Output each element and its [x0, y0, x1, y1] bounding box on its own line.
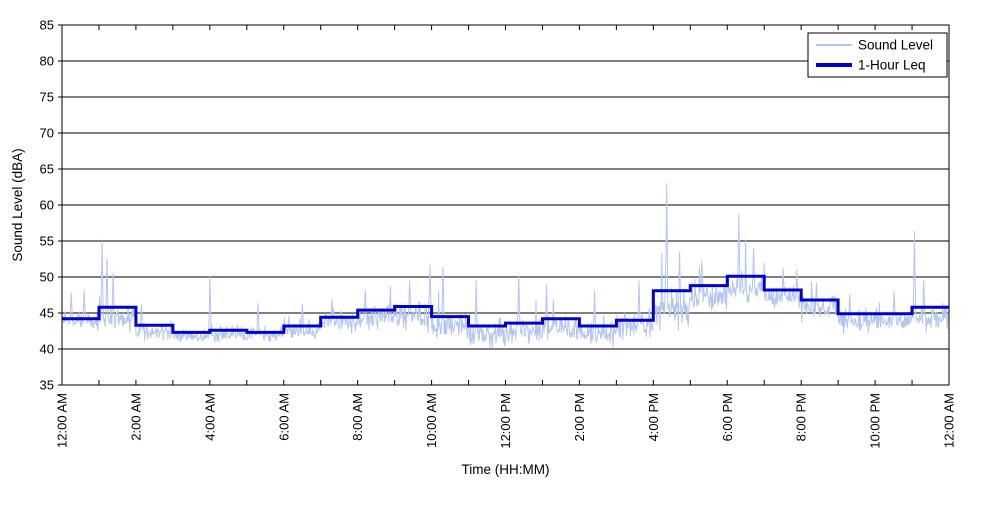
- y-axis-title: Sound Level (dBA): [10, 148, 25, 261]
- x-tick-label-1: 2:00 AM: [128, 393, 143, 441]
- y-tick-label-75: 75: [40, 90, 54, 105]
- x-tick-label-5: 10:00 AM: [424, 393, 439, 448]
- y-tick-label-50: 50: [40, 270, 54, 285]
- x-tick-label-8: 4:00 PM: [646, 393, 661, 441]
- y-tick-label-60: 60: [40, 198, 54, 213]
- legend: Sound Level 1-Hour Leq: [807, 32, 948, 78]
- x-tick-label-0: 12:00 AM: [55, 393, 70, 448]
- x-tick-label-3: 6:00 AM: [276, 393, 291, 441]
- x-tick-label-10: 8:00 PM: [794, 393, 809, 441]
- x-tick-label-4: 8:00 AM: [350, 393, 365, 441]
- x-tick-label-7: 2:00 PM: [572, 393, 587, 441]
- sound-level-trace: [61, 183, 950, 349]
- legend-box: [807, 32, 948, 78]
- x-tick-label-12: 12:00 AM: [942, 393, 957, 448]
- x-tick-label-6: 12:00 PM: [498, 393, 513, 449]
- legend-label-1: 1-Hour Leq: [858, 58, 926, 73]
- y-tick-label-65: 65: [40, 162, 54, 177]
- y-tick-label-35: 35: [40, 378, 54, 393]
- y-tick-label-80: 80: [40, 54, 54, 69]
- plot-border: [61, 24, 950, 386]
- x-tick-label-9: 6:00 PM: [720, 393, 735, 441]
- x-axis-title: Time (HH:MM): [462, 462, 550, 477]
- x-tick-label-11: 10:00 PM: [868, 393, 883, 449]
- x-tick-label-2: 4:00 AM: [202, 393, 217, 441]
- y-tick-label-40: 40: [40, 342, 54, 357]
- leq-step-line: [62, 274, 949, 334]
- legend-label-0: Sound Level: [858, 38, 933, 53]
- y-tick-label-70: 70: [40, 126, 54, 141]
- y-tick-label-45: 45: [40, 306, 54, 321]
- y-tick-label-55: 55: [40, 234, 54, 249]
- y-tick-label-85: 85: [40, 18, 54, 33]
